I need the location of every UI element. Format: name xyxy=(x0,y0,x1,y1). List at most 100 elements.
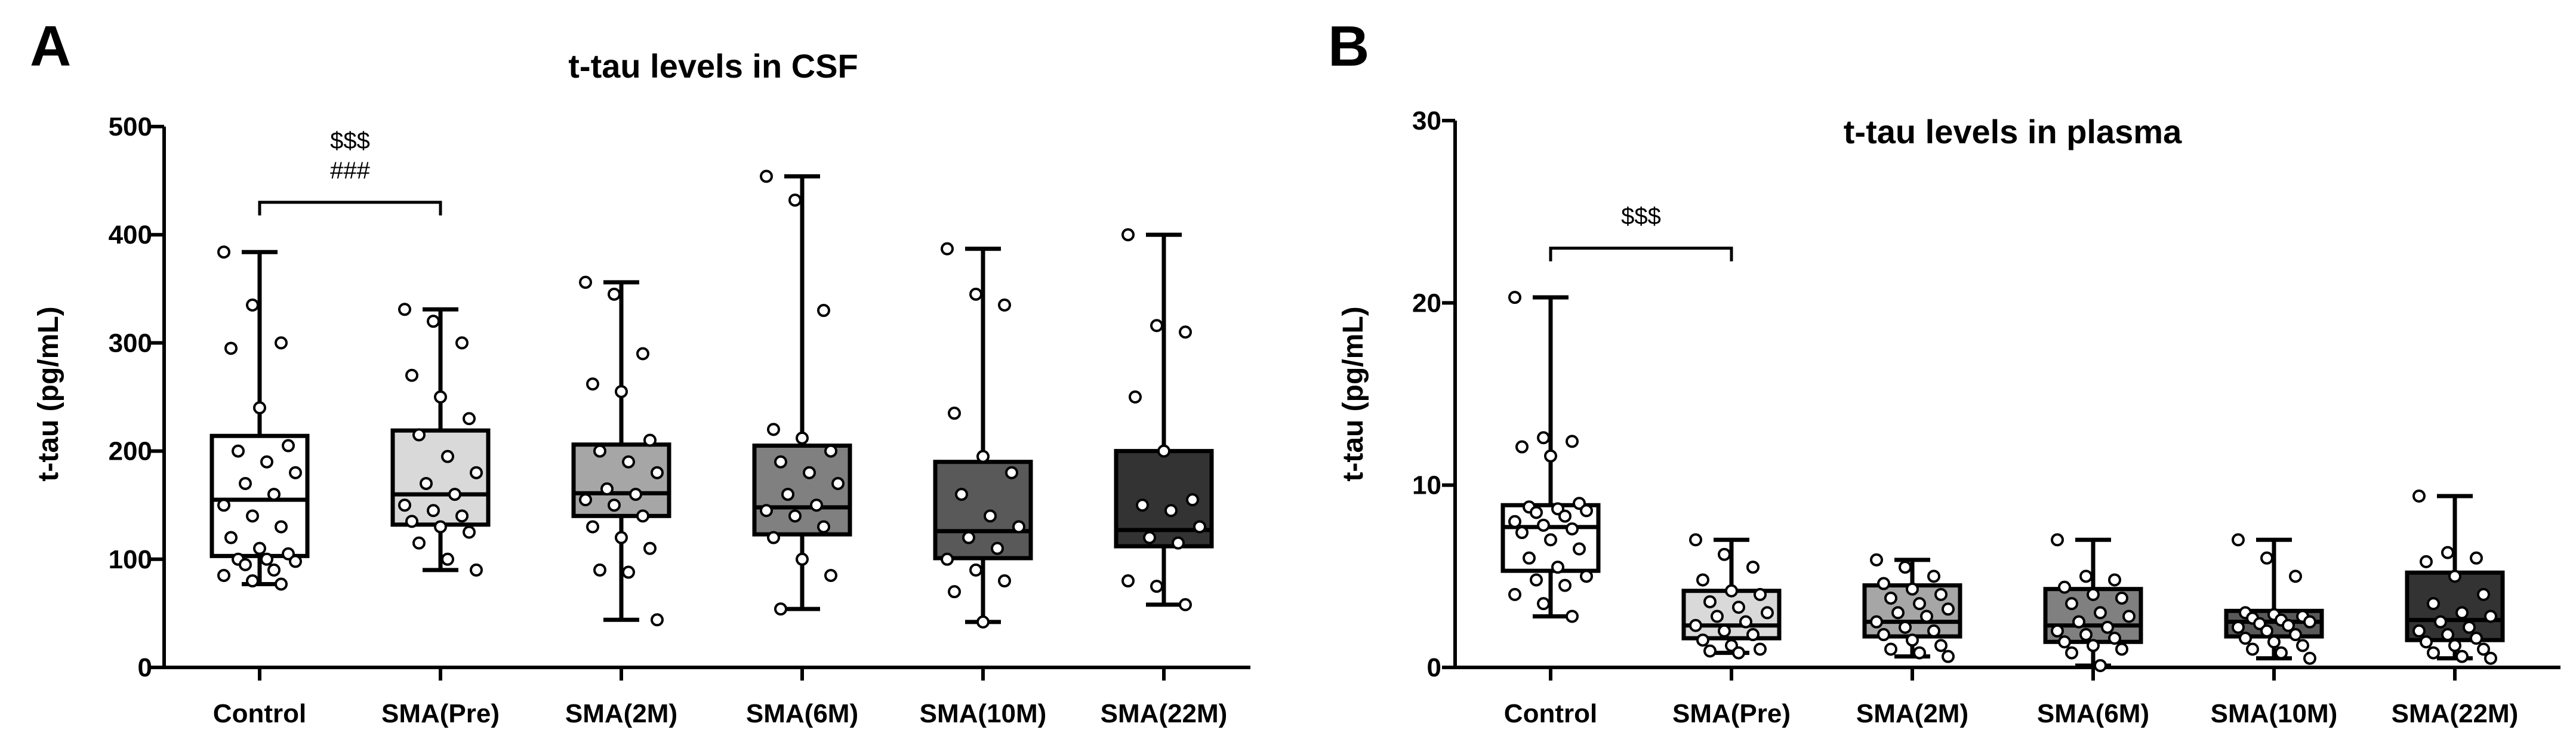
data-point xyxy=(2232,620,2245,634)
significance-label: $$$ xyxy=(330,128,370,154)
data-point xyxy=(289,466,302,479)
panel-a: A t-tau levels in CSF t-tau (pg/mL) 0 100… xyxy=(30,14,1250,728)
data-point xyxy=(260,552,273,566)
data-point xyxy=(267,563,281,577)
data-point xyxy=(1899,561,1912,574)
data-point xyxy=(1530,573,1543,587)
box-5 xyxy=(1114,232,1214,607)
data-point xyxy=(1920,610,1933,623)
data-point xyxy=(275,336,288,350)
data-point xyxy=(600,482,614,496)
data-point xyxy=(420,476,433,490)
data-point xyxy=(2267,635,2281,649)
y-tick-label: 500 xyxy=(109,112,152,141)
data-point xyxy=(2470,632,2483,645)
data-point xyxy=(2477,587,2490,601)
data-point xyxy=(1877,577,1890,590)
data-point xyxy=(1515,440,1529,454)
data-point xyxy=(1711,610,1724,623)
data-point xyxy=(405,515,418,528)
data-point xyxy=(948,407,961,420)
data-point xyxy=(246,509,259,523)
data-point xyxy=(434,390,447,404)
data-point xyxy=(774,455,787,469)
data-point xyxy=(579,275,592,289)
data-point xyxy=(224,531,238,544)
data-point xyxy=(246,298,259,312)
data-point xyxy=(1696,573,1709,587)
data-point xyxy=(579,493,592,507)
data-point xyxy=(608,498,621,512)
x-tick-label: SMA(Pre) xyxy=(381,699,500,728)
data-point xyxy=(1179,325,1192,339)
data-point xyxy=(1754,587,1767,601)
data-point xyxy=(2058,635,2071,649)
data-point xyxy=(593,563,606,577)
data-point xyxy=(1121,574,1135,588)
data-point xyxy=(1913,597,1926,611)
data-point xyxy=(239,558,252,571)
data-point xyxy=(810,498,823,512)
data-point xyxy=(455,509,469,523)
data-point xyxy=(1537,518,1550,532)
data-point xyxy=(2289,570,2302,583)
data-point xyxy=(1696,633,1709,647)
x-tick-label: Control xyxy=(1504,699,1597,728)
data-point xyxy=(1870,615,1883,629)
data-point xyxy=(636,509,649,523)
data-point xyxy=(1703,595,1717,609)
data-point xyxy=(441,552,454,566)
data-point xyxy=(1508,587,1521,601)
data-point xyxy=(788,193,802,207)
data-point xyxy=(217,568,230,582)
data-point xyxy=(831,476,845,490)
data-point xyxy=(2441,628,2454,642)
data-point xyxy=(2058,580,2071,594)
plot-area-b: 0 10 20 30 Control SMA(Pre) SMA(2M) SMA(6M) SMA(… xyxy=(1412,106,2560,728)
data-point xyxy=(232,444,245,458)
data-point xyxy=(2455,606,2469,620)
data-point xyxy=(1870,553,1883,567)
data-point xyxy=(629,488,642,501)
data-point xyxy=(2303,615,2316,629)
data-point xyxy=(817,520,830,534)
data-point xyxy=(282,439,295,453)
data-point xyxy=(2115,591,2128,605)
data-point xyxy=(948,585,961,599)
x-tick-label: SMA(Pre) xyxy=(1672,699,1791,728)
data-point xyxy=(984,509,997,523)
box-body xyxy=(752,444,852,537)
significance-label: ### xyxy=(330,158,370,184)
data-point xyxy=(1136,498,1149,512)
data-point xyxy=(2455,650,2469,663)
data-point xyxy=(2296,639,2309,652)
data-point xyxy=(1523,551,1536,565)
data-point xyxy=(2108,573,2121,587)
data-point xyxy=(781,488,794,501)
data-point xyxy=(1942,650,1955,663)
data-point xyxy=(593,444,606,458)
y-tick-label: 20 xyxy=(1412,288,1441,318)
data-point xyxy=(412,428,426,442)
x-tick-label: SMA(2M) xyxy=(1856,699,1968,728)
y-tick-label: 0 xyxy=(1427,653,1441,682)
data-point xyxy=(2282,618,2295,632)
data-point xyxy=(1129,390,1142,404)
data-point xyxy=(2065,646,2078,660)
data-point xyxy=(1739,615,1752,629)
data-point xyxy=(1164,504,1178,518)
data-point xyxy=(651,466,664,479)
data-point xyxy=(1761,606,1774,620)
data-point xyxy=(1544,449,1557,463)
data-point xyxy=(398,498,411,512)
data-point xyxy=(1530,506,1543,519)
data-point xyxy=(2051,533,2064,547)
data-point xyxy=(1580,504,1593,518)
data-point xyxy=(412,536,426,550)
significance-bracket: $$$ xyxy=(1549,204,1733,261)
y-tick-label: 30 xyxy=(1412,106,1441,136)
data-point xyxy=(448,488,461,501)
data-point xyxy=(2260,551,2273,565)
data-point xyxy=(1179,598,1192,611)
